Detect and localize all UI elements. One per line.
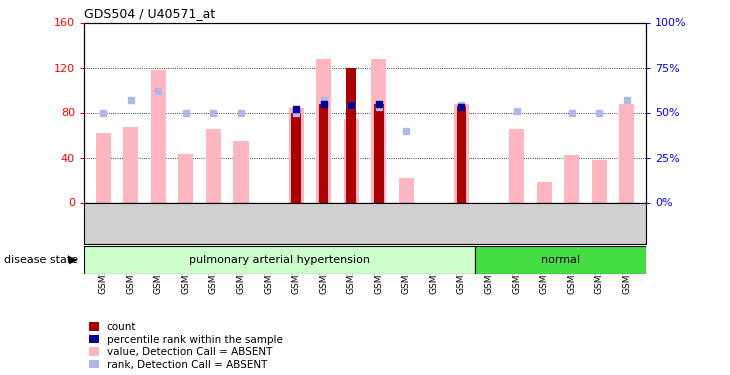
Bar [151, 70, 166, 202]
Bar [288, 108, 304, 202]
Bar [454, 104, 469, 202]
Bar [206, 129, 221, 203]
Bar [457, 106, 466, 202]
Bar [347, 68, 356, 203]
Bar [371, 58, 386, 202]
Text: normal: normal [541, 255, 580, 265]
Bar [291, 112, 301, 202]
Bar [96, 133, 111, 202]
Bar [316, 58, 331, 202]
Bar [178, 154, 193, 203]
Bar [591, 160, 607, 202]
Bar [509, 129, 524, 203]
Legend: count, percentile rank within the sample, value, Detection Call = ABSENT, rank, : count, percentile rank within the sample… [89, 322, 283, 370]
Text: GDS504 / U40571_at: GDS504 / U40571_at [84, 7, 215, 20]
Bar [537, 182, 552, 203]
FancyBboxPatch shape [84, 246, 475, 274]
Bar [123, 127, 139, 202]
Text: disease state: disease state [4, 255, 78, 265]
FancyBboxPatch shape [475, 246, 646, 274]
Bar [399, 178, 414, 203]
Bar [619, 104, 634, 202]
Text: ▶: ▶ [69, 255, 77, 265]
Bar [564, 155, 579, 203]
Bar [374, 104, 383, 202]
Bar [319, 104, 328, 202]
Bar [234, 141, 249, 202]
Text: pulmonary arterial hypertension: pulmonary arterial hypertension [189, 255, 370, 265]
Bar [344, 119, 359, 202]
